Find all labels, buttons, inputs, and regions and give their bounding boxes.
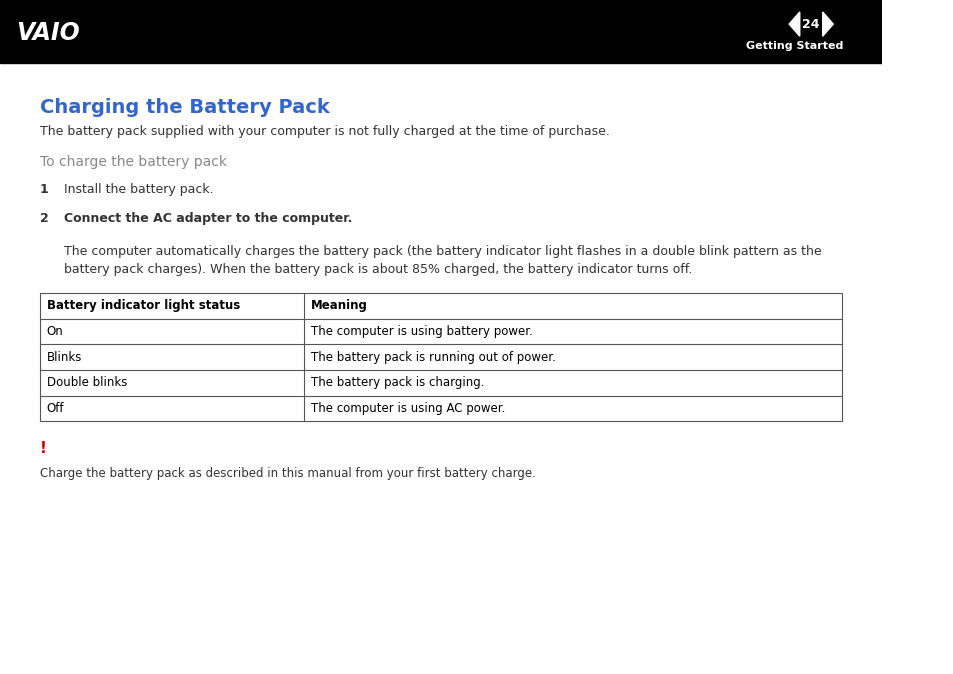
Polygon shape xyxy=(821,12,832,36)
Text: The computer automatically charges the battery pack (the battery indicator light: The computer automatically charges the b… xyxy=(64,245,821,276)
Bar xyxy=(0,0,881,63)
Text: The battery pack supplied with your computer is not fully charged at the time of: The battery pack supplied with your comp… xyxy=(40,125,609,137)
Text: The battery pack is charging.: The battery pack is charging. xyxy=(311,376,484,390)
Text: The computer is using AC power.: The computer is using AC power. xyxy=(311,402,505,415)
Text: To charge the battery pack: To charge the battery pack xyxy=(40,155,227,169)
Text: The computer is using battery power.: The computer is using battery power. xyxy=(311,325,533,338)
Text: Battery indicator light status: Battery indicator light status xyxy=(47,299,240,313)
Bar xyxy=(40,293,841,421)
Text: Connect the AC adapter to the computer.: Connect the AC adapter to the computer. xyxy=(64,212,353,225)
Text: Getting Started: Getting Started xyxy=(745,40,843,51)
Text: On: On xyxy=(47,325,64,338)
Text: Blinks: Blinks xyxy=(47,350,82,364)
Polygon shape xyxy=(788,12,799,36)
Text: The battery pack is running out of power.: The battery pack is running out of power… xyxy=(311,350,556,364)
Text: Meaning: Meaning xyxy=(311,299,368,313)
Text: Charge the battery pack as described in this manual from your first battery char: Charge the battery pack as described in … xyxy=(40,467,535,480)
Text: 24: 24 xyxy=(801,18,819,30)
Text: VAIO: VAIO xyxy=(16,21,79,45)
Text: !: ! xyxy=(40,441,47,456)
Text: Double blinks: Double blinks xyxy=(47,376,127,390)
Text: Charging the Battery Pack: Charging the Battery Pack xyxy=(40,98,329,117)
Text: 2: 2 xyxy=(40,212,49,225)
Text: 1: 1 xyxy=(40,183,49,196)
Text: Install the battery pack.: Install the battery pack. xyxy=(64,183,213,196)
Text: Off: Off xyxy=(47,402,64,415)
